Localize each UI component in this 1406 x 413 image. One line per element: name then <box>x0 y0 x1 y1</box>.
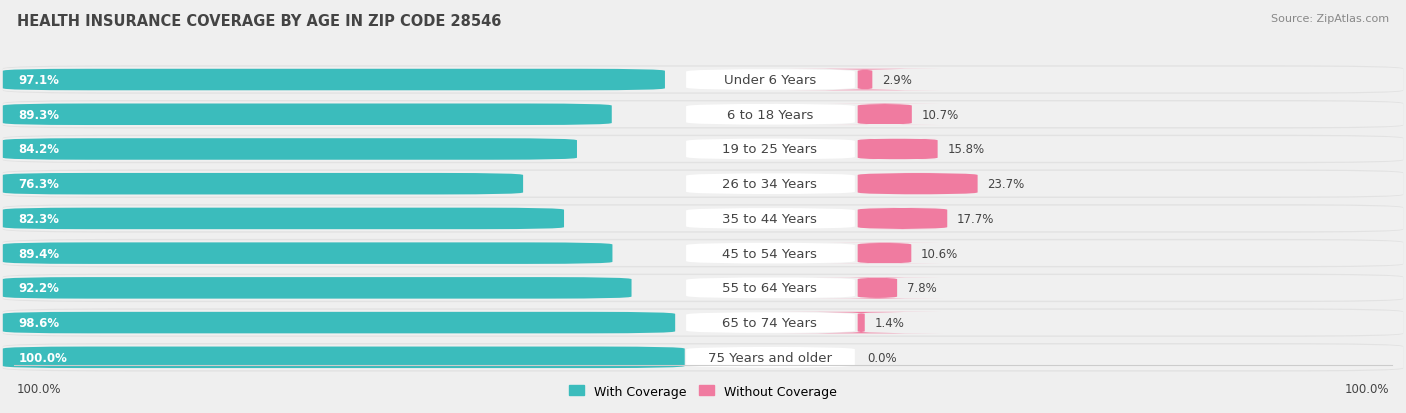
FancyBboxPatch shape <box>3 309 1403 337</box>
FancyBboxPatch shape <box>3 67 1403 93</box>
FancyBboxPatch shape <box>3 243 613 264</box>
Text: 35 to 44 Years: 35 to 44 Years <box>723 212 817 225</box>
Text: 23.7%: 23.7% <box>987 178 1025 191</box>
FancyBboxPatch shape <box>3 137 1403 162</box>
Text: 1.4%: 1.4% <box>875 316 904 329</box>
FancyBboxPatch shape <box>827 243 942 264</box>
FancyBboxPatch shape <box>3 208 564 230</box>
Text: 97.1%: 97.1% <box>18 74 59 87</box>
Text: 7.8%: 7.8% <box>907 282 936 294</box>
FancyBboxPatch shape <box>686 70 855 91</box>
Text: 2.9%: 2.9% <box>882 74 912 87</box>
FancyBboxPatch shape <box>686 139 855 160</box>
FancyBboxPatch shape <box>3 275 1403 301</box>
FancyBboxPatch shape <box>3 310 1403 336</box>
FancyBboxPatch shape <box>3 171 1403 197</box>
FancyBboxPatch shape <box>3 239 1403 268</box>
FancyBboxPatch shape <box>3 70 665 91</box>
Text: 89.4%: 89.4% <box>18 247 59 260</box>
Text: 100.0%: 100.0% <box>1344 382 1389 395</box>
FancyBboxPatch shape <box>3 274 1403 302</box>
FancyBboxPatch shape <box>686 347 855 368</box>
FancyBboxPatch shape <box>3 139 576 160</box>
FancyBboxPatch shape <box>3 312 675 334</box>
FancyBboxPatch shape <box>3 135 1403 164</box>
FancyBboxPatch shape <box>787 70 942 91</box>
Text: 65 to 74 Years: 65 to 74 Years <box>723 316 817 329</box>
Text: HEALTH INSURANCE COVERAGE BY AGE IN ZIP CODE 28546: HEALTH INSURANCE COVERAGE BY AGE IN ZIP … <box>17 14 502 29</box>
FancyBboxPatch shape <box>3 347 685 368</box>
FancyBboxPatch shape <box>3 344 1403 370</box>
Text: 19 to 25 Years: 19 to 25 Years <box>723 143 817 156</box>
FancyBboxPatch shape <box>3 104 612 126</box>
Text: 10.7%: 10.7% <box>922 109 959 121</box>
FancyBboxPatch shape <box>813 278 942 299</box>
Text: 82.3%: 82.3% <box>18 212 59 225</box>
Text: 98.6%: 98.6% <box>18 316 59 329</box>
Text: 6 to 18 Years: 6 to 18 Years <box>727 109 813 121</box>
Text: 15.8%: 15.8% <box>948 143 984 156</box>
FancyBboxPatch shape <box>686 174 855 195</box>
Text: Under 6 Years: Under 6 Years <box>724 74 815 87</box>
Text: 100.0%: 100.0% <box>18 351 67 364</box>
FancyBboxPatch shape <box>3 241 1403 266</box>
Text: 76.3%: 76.3% <box>18 178 59 191</box>
FancyBboxPatch shape <box>780 312 942 334</box>
FancyBboxPatch shape <box>686 104 855 126</box>
Text: 89.3%: 89.3% <box>18 109 59 121</box>
FancyBboxPatch shape <box>3 170 1403 199</box>
Text: 75 Years and older: 75 Years and older <box>707 351 832 364</box>
Legend: With Coverage, Without Coverage: With Coverage, Without Coverage <box>564 380 842 403</box>
FancyBboxPatch shape <box>686 278 855 299</box>
FancyBboxPatch shape <box>686 312 855 333</box>
FancyBboxPatch shape <box>858 208 948 230</box>
FancyBboxPatch shape <box>3 101 1403 129</box>
Text: 45 to 54 Years: 45 to 54 Years <box>723 247 817 260</box>
FancyBboxPatch shape <box>3 343 1403 372</box>
FancyBboxPatch shape <box>858 173 977 195</box>
FancyBboxPatch shape <box>3 173 523 195</box>
FancyBboxPatch shape <box>3 66 1403 95</box>
Text: 84.2%: 84.2% <box>18 143 59 156</box>
Text: 26 to 34 Years: 26 to 34 Years <box>723 178 817 191</box>
Text: 100.0%: 100.0% <box>17 382 62 395</box>
Text: Source: ZipAtlas.com: Source: ZipAtlas.com <box>1271 14 1389 24</box>
FancyBboxPatch shape <box>828 104 942 126</box>
Text: 0.0%: 0.0% <box>868 351 897 364</box>
FancyBboxPatch shape <box>3 278 631 299</box>
Text: 10.6%: 10.6% <box>921 247 959 260</box>
FancyBboxPatch shape <box>686 209 855 229</box>
FancyBboxPatch shape <box>3 205 1403 233</box>
Text: 92.2%: 92.2% <box>18 282 59 294</box>
FancyBboxPatch shape <box>3 102 1403 128</box>
FancyBboxPatch shape <box>686 243 855 264</box>
FancyBboxPatch shape <box>3 206 1403 232</box>
FancyBboxPatch shape <box>853 139 942 160</box>
Text: 17.7%: 17.7% <box>957 212 994 225</box>
Text: 55 to 64 Years: 55 to 64 Years <box>723 282 817 294</box>
